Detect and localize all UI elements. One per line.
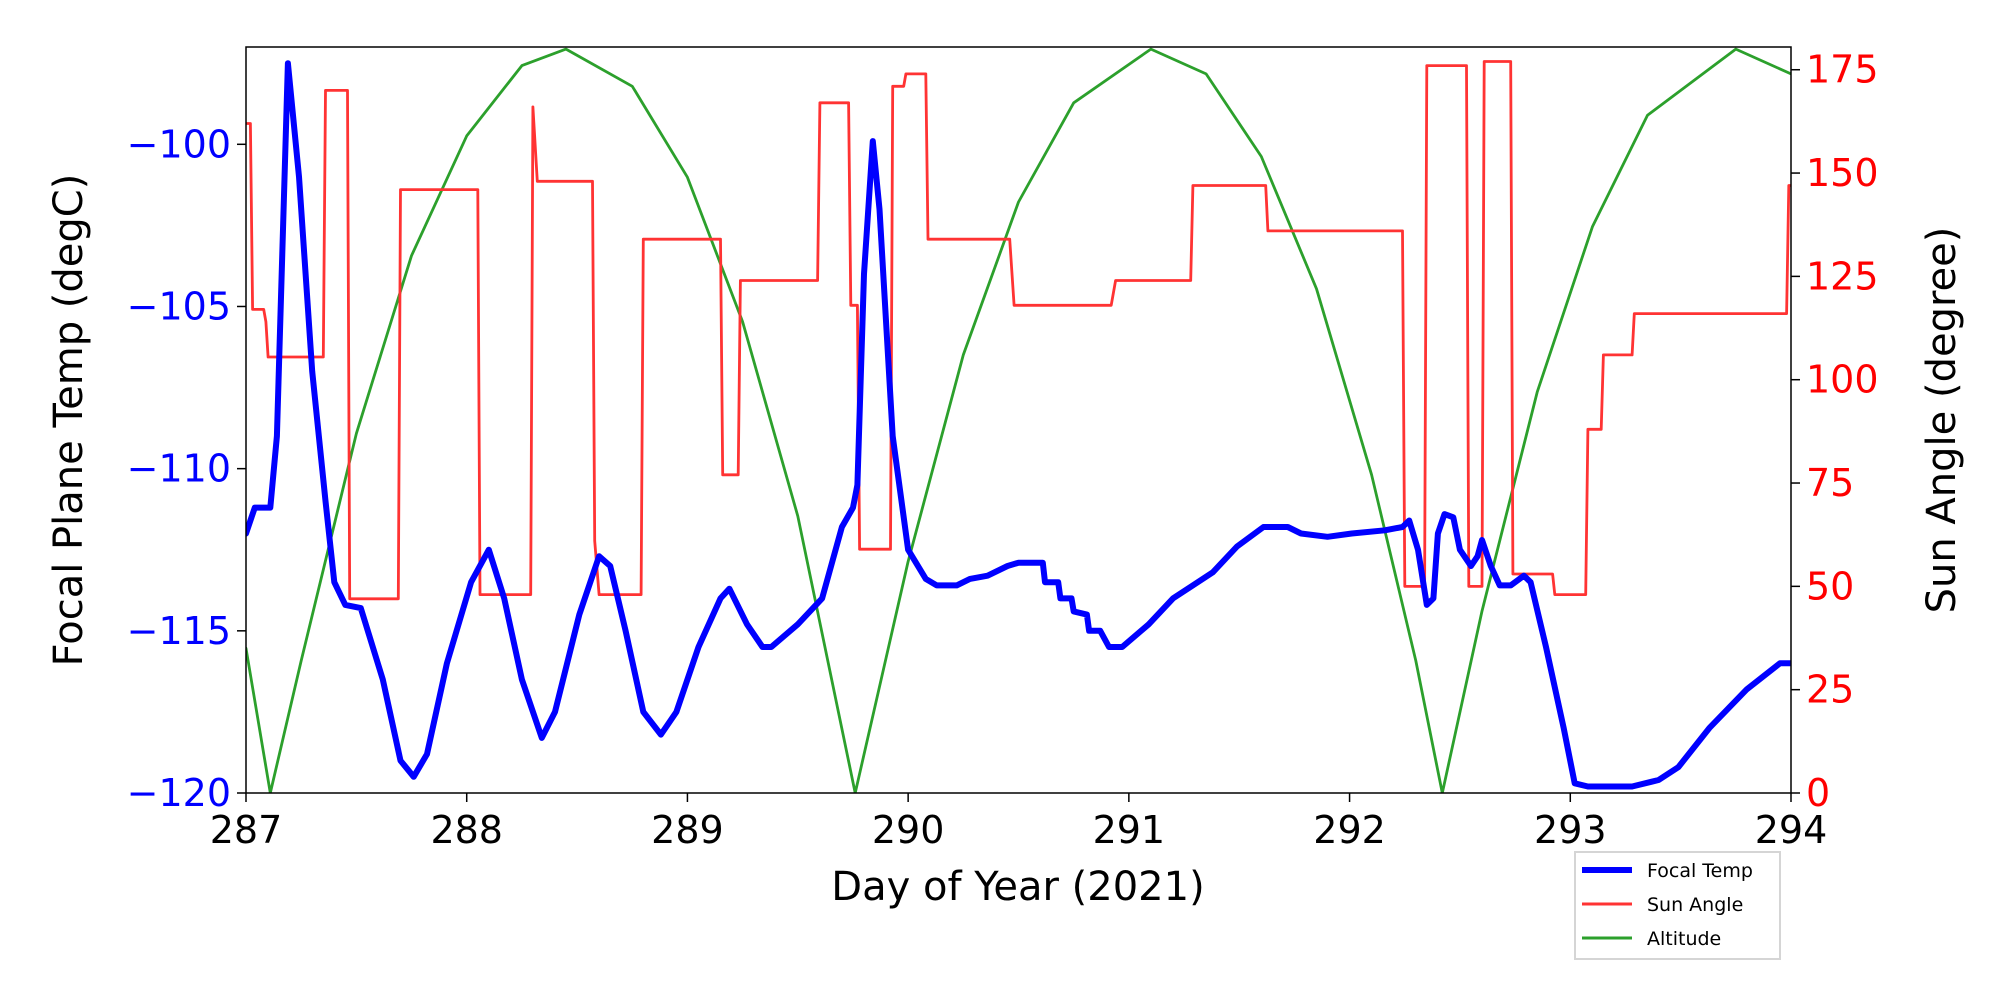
x-tick-label: 288 [430,808,503,852]
sun-angle-line [246,60,1791,601]
x-axis: 287 288 289 290 291 292 293 294 [210,793,1828,852]
y-right-tick-label: 25 [1806,668,1854,712]
y-axis-left: −120 −115 −110 −105 −100 [127,122,246,815]
legend-label-focal-temp: Focal Temp [1647,860,1753,882]
y-axis-right-label: Sun Angle (degree) [1919,227,1965,614]
altitude-line [246,47,1791,793]
x-tick-label: 291 [1093,808,1166,852]
y-right-tick-label: 125 [1806,254,1879,298]
y-left-tick-label: −120 [127,771,231,815]
plot-frame [245,46,1792,794]
y-right-tick-label: 175 [1806,48,1879,92]
x-tick-label: 287 [210,808,283,852]
legend: Focal Temp Sun Angle Altitude [1574,851,1781,960]
y-left-tick-label: −110 [127,447,231,491]
x-tick-label: 294 [1755,808,1828,852]
series-layer [246,47,1791,793]
x-axis-label: Day of Year (2021) [831,864,1204,910]
y-left-tick-label: −105 [127,284,231,328]
y-right-tick-label: 150 [1806,151,1879,195]
y-left-tick-label: −115 [127,609,231,653]
y-axis-right: 0 25 50 75 100 125 150 175 [1791,48,1879,815]
y-right-tick-label: 50 [1806,564,1854,608]
y-right-tick-label: 75 [1806,461,1854,505]
x-tick-label: 293 [1534,808,1607,852]
y-left-tick-label: −100 [127,122,231,166]
legend-label-altitude: Altitude [1647,928,1721,950]
focal-temp-line [246,60,1791,790]
x-tick-label: 290 [872,808,945,852]
x-tick-label: 289 [651,808,724,852]
y-right-tick-label: 100 [1806,358,1879,402]
y-right-tick-label: 0 [1806,771,1830,815]
y-axis-left-label: Focal Plane Temp (degC) [46,174,92,667]
legend-label-sun-angle: Sun Angle [1647,894,1743,916]
x-tick-label: 292 [1313,808,1386,852]
